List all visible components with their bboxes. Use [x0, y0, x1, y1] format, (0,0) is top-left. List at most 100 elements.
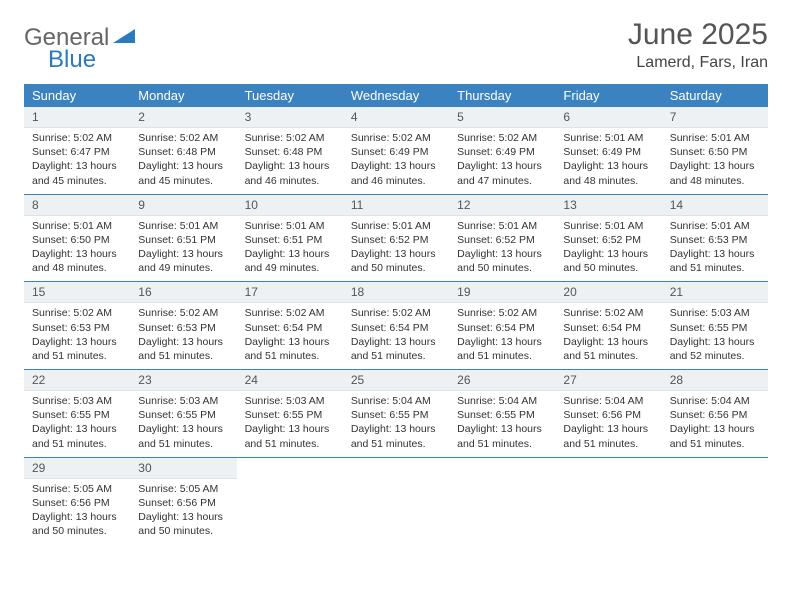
day-cell: 19Sunrise: 5:02 AMSunset: 6:54 PMDayligh… [449, 282, 555, 369]
day-body: Sunrise: 5:02 AMSunset: 6:48 PMDaylight:… [237, 128, 343, 194]
logo-text-blue: Blue [48, 46, 96, 74]
day-line: Sunset: 6:56 PM [138, 496, 228, 510]
weekday-tuesday: Tuesday [237, 84, 343, 107]
day-body: Sunrise: 5:01 AMSunset: 6:52 PMDaylight:… [555, 216, 661, 282]
day-cell: 5Sunrise: 5:02 AMSunset: 6:49 PMDaylight… [449, 107, 555, 194]
day-cell: 28Sunrise: 5:04 AMSunset: 6:56 PMDayligh… [662, 370, 768, 457]
day-line: Sunset: 6:53 PM [138, 321, 228, 335]
day-line: and 46 minutes. [351, 174, 441, 188]
day-line: Sunset: 6:55 PM [32, 408, 122, 422]
day-line: Sunset: 6:47 PM [32, 145, 122, 159]
day-body: Sunrise: 5:02 AMSunset: 6:47 PMDaylight:… [24, 128, 130, 194]
day-line: Sunset: 6:51 PM [138, 233, 228, 247]
day-number: 17 [237, 282, 343, 303]
day-line: Daylight: 13 hours [563, 159, 653, 173]
day-cell: 4Sunrise: 5:02 AMSunset: 6:49 PMDaylight… [343, 107, 449, 194]
day-body: Sunrise: 5:02 AMSunset: 6:54 PMDaylight:… [555, 303, 661, 369]
day-number: 3 [237, 107, 343, 128]
day-line: Sunset: 6:55 PM [457, 408, 547, 422]
day-number: 12 [449, 195, 555, 216]
day-line: Sunset: 6:55 PM [351, 408, 441, 422]
day-cell: 2Sunrise: 5:02 AMSunset: 6:48 PMDaylight… [130, 107, 236, 194]
day-line: Daylight: 13 hours [32, 159, 122, 173]
day-number: 23 [130, 370, 236, 391]
day-cell: 8Sunrise: 5:01 AMSunset: 6:50 PMDaylight… [24, 195, 130, 282]
day-cell: 15Sunrise: 5:02 AMSunset: 6:53 PMDayligh… [24, 282, 130, 369]
day-line: Daylight: 13 hours [457, 335, 547, 349]
calendar: SundayMondayTuesdayWednesdayThursdayFrid… [24, 84, 768, 544]
day-body: Sunrise: 5:02 AMSunset: 6:54 PMDaylight:… [343, 303, 449, 369]
day-line: Sunrise: 5:02 AM [563, 306, 653, 320]
day-number: 4 [343, 107, 449, 128]
day-body: Sunrise: 5:02 AMSunset: 6:48 PMDaylight:… [130, 128, 236, 194]
day-line: Daylight: 13 hours [245, 159, 335, 173]
day-line: Sunrise: 5:04 AM [351, 394, 441, 408]
day-line: Sunrise: 5:03 AM [245, 394, 335, 408]
day-line: Sunrise: 5:04 AM [563, 394, 653, 408]
day-body: Sunrise: 5:04 AMSunset: 6:55 PMDaylight:… [449, 391, 555, 457]
day-cell: 24Sunrise: 5:03 AMSunset: 6:55 PMDayligh… [237, 370, 343, 457]
day-line: Sunrise: 5:02 AM [138, 131, 228, 145]
day-body: Sunrise: 5:02 AMSunset: 6:54 PMDaylight:… [449, 303, 555, 369]
day-cell: 16Sunrise: 5:02 AMSunset: 6:53 PMDayligh… [130, 282, 236, 369]
day-line: Sunrise: 5:05 AM [138, 482, 228, 496]
day-cell [449, 458, 555, 545]
day-line: Daylight: 13 hours [138, 335, 228, 349]
day-line: and 50 minutes. [457, 261, 547, 275]
weekday-thursday: Thursday [449, 84, 555, 107]
day-body: Sunrise: 5:03 AMSunset: 6:55 PMDaylight:… [237, 391, 343, 457]
day-line: Daylight: 13 hours [563, 247, 653, 261]
day-line: Daylight: 13 hours [351, 159, 441, 173]
day-line: Sunset: 6:48 PM [245, 145, 335, 159]
day-line: Daylight: 13 hours [457, 247, 547, 261]
day-line: and 51 minutes. [670, 437, 760, 451]
day-cell [662, 458, 768, 545]
day-cell: 9Sunrise: 5:01 AMSunset: 6:51 PMDaylight… [130, 195, 236, 282]
day-number: 20 [555, 282, 661, 303]
day-line: and 47 minutes. [457, 174, 547, 188]
day-line: and 50 minutes. [351, 261, 441, 275]
day-number: 28 [662, 370, 768, 391]
day-number: 11 [343, 195, 449, 216]
title-block: June 2025 Lamerd, Fars, Iran [628, 18, 768, 72]
weekday-monday: Monday [130, 84, 236, 107]
day-line: and 51 minutes. [245, 349, 335, 363]
day-line: Sunrise: 5:03 AM [138, 394, 228, 408]
day-number: 8 [24, 195, 130, 216]
day-body: Sunrise: 5:01 AMSunset: 6:51 PMDaylight:… [237, 216, 343, 282]
day-line: Sunrise: 5:02 AM [245, 306, 335, 320]
day-line: Sunrise: 5:02 AM [245, 131, 335, 145]
day-line: Daylight: 13 hours [32, 510, 122, 524]
day-body: Sunrise: 5:02 AMSunset: 6:49 PMDaylight:… [343, 128, 449, 194]
day-line: Sunrise: 5:02 AM [32, 131, 122, 145]
day-line: Sunset: 6:50 PM [32, 233, 122, 247]
day-line: Daylight: 13 hours [138, 510, 228, 524]
day-line: Sunrise: 5:03 AM [670, 306, 760, 320]
day-number: 27 [555, 370, 661, 391]
day-line: Sunset: 6:55 PM [670, 321, 760, 335]
day-cell: 1Sunrise: 5:02 AMSunset: 6:47 PMDaylight… [24, 107, 130, 194]
day-body: Sunrise: 5:02 AMSunset: 6:53 PMDaylight:… [24, 303, 130, 369]
day-body: Sunrise: 5:03 AMSunset: 6:55 PMDaylight:… [24, 391, 130, 457]
day-number: 7 [662, 107, 768, 128]
day-body: Sunrise: 5:05 AMSunset: 6:56 PMDaylight:… [130, 479, 236, 545]
day-cell: 3Sunrise: 5:02 AMSunset: 6:48 PMDaylight… [237, 107, 343, 194]
day-line: Sunset: 6:54 PM [245, 321, 335, 335]
day-line: Daylight: 13 hours [138, 247, 228, 261]
day-line: Sunrise: 5:01 AM [32, 219, 122, 233]
day-body: Sunrise: 5:03 AMSunset: 6:55 PMDaylight:… [662, 303, 768, 369]
day-body: Sunrise: 5:04 AMSunset: 6:56 PMDaylight:… [662, 391, 768, 457]
day-cell: 25Sunrise: 5:04 AMSunset: 6:55 PMDayligh… [343, 370, 449, 457]
day-line: Daylight: 13 hours [32, 335, 122, 349]
weekday-header: SundayMondayTuesdayWednesdayThursdayFrid… [24, 84, 768, 107]
day-number: 10 [237, 195, 343, 216]
day-line: Daylight: 13 hours [32, 422, 122, 436]
day-line: and 50 minutes. [563, 261, 653, 275]
day-line: Sunrise: 5:02 AM [457, 131, 547, 145]
day-body: Sunrise: 5:02 AMSunset: 6:49 PMDaylight:… [449, 128, 555, 194]
day-line: Daylight: 13 hours [245, 422, 335, 436]
day-line: and 50 minutes. [32, 524, 122, 538]
day-line: and 51 minutes. [138, 349, 228, 363]
day-line: Sunset: 6:52 PM [351, 233, 441, 247]
day-line: and 48 minutes. [32, 261, 122, 275]
